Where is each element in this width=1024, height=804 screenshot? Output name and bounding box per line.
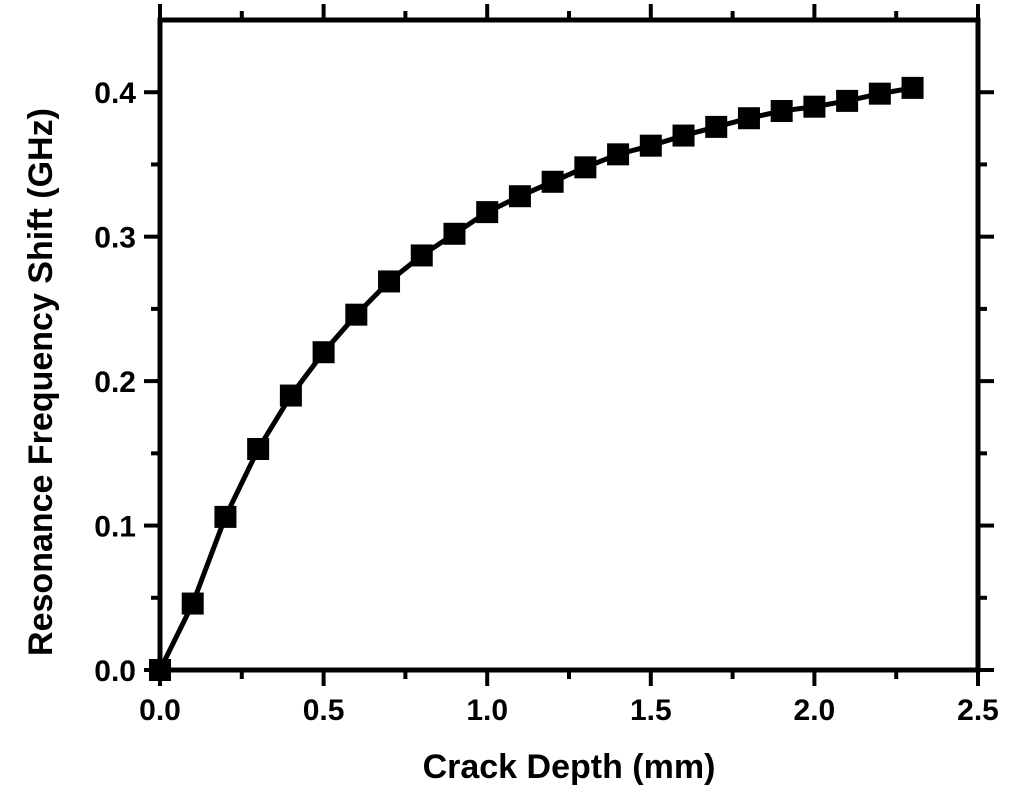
data-point-marker — [312, 341, 335, 364]
data-point-marker — [705, 115, 728, 138]
data-point-marker — [410, 244, 433, 267]
data-point-marker — [901, 76, 924, 99]
y-tick-label: 0.1 — [94, 511, 136, 544]
data-point-marker — [574, 156, 597, 179]
data-point-marker — [639, 134, 662, 157]
data-point-marker — [803, 95, 826, 118]
x-axis-title: Crack Depth (mm) — [423, 748, 716, 786]
x-tick-label: 2.5 — [957, 694, 999, 727]
x-tick-label: 1.0 — [466, 694, 508, 727]
y-tick-label: 0.2 — [94, 366, 136, 399]
x-tick-label: 0.0 — [139, 694, 181, 727]
data-point-marker — [672, 124, 695, 147]
data-point-marker — [607, 143, 630, 166]
y-tick-label: 0.0 — [94, 655, 136, 688]
y-tick-label: 0.4 — [94, 77, 136, 110]
y-axis-title: Resonance Frequency Shift (GHz) — [22, 108, 60, 656]
y-tick-label: 0.3 — [94, 222, 136, 255]
series-line — [157, 85, 914, 672]
data-point-marker — [378, 270, 401, 293]
data-point-marker — [247, 438, 270, 460]
data-point-marker — [836, 89, 859, 112]
x-tick-label: 0.5 — [303, 694, 345, 727]
x-tick-label: 2.0 — [794, 694, 836, 727]
data-point-marker — [214, 505, 237, 528]
data-point-marker — [476, 201, 499, 224]
data-point-marker — [149, 659, 171, 681]
data-point-marker — [508, 185, 531, 208]
data-point-marker — [868, 82, 891, 105]
plot-frame — [157, 17, 981, 673]
x-tick-label: 1.5 — [630, 694, 672, 727]
data-point-marker — [541, 170, 564, 193]
data-point-marker — [181, 592, 204, 615]
data-point-marker — [345, 303, 368, 326]
data-point-marker — [737, 107, 760, 130]
data-point-marker — [443, 222, 466, 245]
data-point-marker — [279, 384, 302, 407]
data-point-marker — [770, 100, 793, 122]
